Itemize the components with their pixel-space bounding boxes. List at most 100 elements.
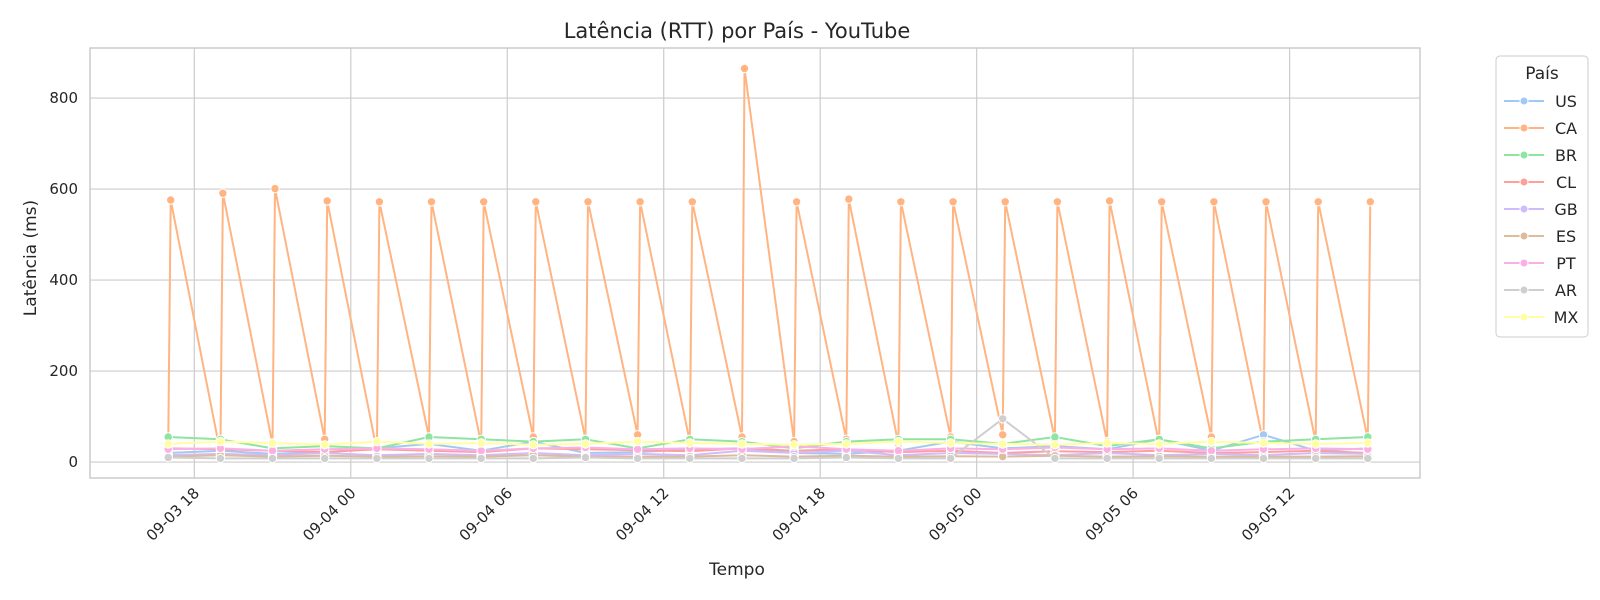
data-point-ca — [374, 197, 385, 207]
series-line-ca — [167, 67, 1372, 454]
data-point-mx — [685, 438, 695, 448]
legend-item-us: US — [1504, 92, 1577, 111]
data-point-ar — [1154, 453, 1164, 464]
legend-label-gb: GB — [1554, 200, 1577, 219]
legend-marker-mx — [1519, 312, 1529, 322]
legend-title: País — [1525, 64, 1559, 84]
data-point-mx — [580, 439, 591, 449]
data-point-pt — [1206, 446, 1217, 456]
data-point-ar — [632, 453, 643, 464]
data-point-ca — [583, 197, 593, 207]
y-tick-label: 0 — [68, 453, 78, 471]
data-point-ar — [580, 452, 591, 463]
data-point-pt — [267, 446, 278, 456]
y-tick-label: 800 — [49, 89, 78, 107]
legend-item-cl: CL — [1504, 173, 1576, 192]
data-point-ca — [531, 197, 541, 207]
data-point-mx — [893, 436, 904, 447]
legend-item-es: ES — [1504, 227, 1576, 246]
legend-items: US CA BR CL GB ES PT AR MX — [1504, 92, 1578, 327]
data-point-mx — [267, 438, 278, 448]
data-point-ar — [841, 452, 851, 463]
legend-marker-pt — [1519, 258, 1529, 268]
series-line-gb — [168, 449, 1368, 457]
data-point-ar — [893, 453, 904, 464]
data-point-ar — [372, 453, 382, 464]
legend-marker-gb — [1519, 204, 1529, 214]
series-line-mx — [168, 440, 1368, 446]
data-point-ca — [844, 194, 854, 204]
y-axis-label: Latência (ms) — [21, 200, 41, 316]
data-point-ar — [320, 453, 330, 464]
data-point-ar — [737, 453, 747, 464]
legend-label-br: BR — [1555, 146, 1577, 165]
data-point-ar — [215, 453, 226, 464]
data-point-ar — [998, 414, 1008, 424]
data-point-mx — [1102, 438, 1112, 448]
data-point-ca — [1052, 197, 1063, 207]
data-point-ar — [1102, 453, 1112, 464]
data-point-ca — [896, 197, 906, 207]
data-point-ar — [1311, 453, 1321, 464]
legend-marker-cl — [1519, 177, 1529, 187]
data-point-ar — [1206, 453, 1217, 464]
legend-item-gb: GB — [1504, 200, 1578, 219]
data-point-mx — [1258, 438, 1269, 448]
legend-label-pt: PT — [1556, 254, 1576, 273]
x-tick-label: 09-05 12 — [1238, 484, 1298, 544]
legend-marker-ca — [1519, 123, 1529, 133]
x-tick-label: 09-05 00 — [925, 484, 985, 544]
data-point-mx — [632, 436, 643, 447]
data-point-ar — [685, 453, 695, 464]
data-point-mx — [163, 439, 173, 449]
legend-marker-br — [1519, 150, 1529, 160]
data-point-ar — [1363, 453, 1373, 464]
data-point-mx — [215, 436, 226, 447]
x-tick-label: 09-04 00 — [299, 484, 359, 544]
legend-item-ar: AR — [1504, 281, 1577, 300]
data-point-ca — [322, 196, 332, 206]
data-point-mx — [1050, 440, 1060, 450]
legend-label-ar: AR — [1555, 281, 1577, 300]
legend-label-es: ES — [1556, 227, 1576, 246]
data-point-mx — [320, 440, 330, 450]
data-point-mx — [1311, 439, 1321, 449]
data-point-ca — [998, 430, 1008, 440]
data-point-ca — [739, 63, 750, 74]
series-layer — [163, 63, 1376, 464]
data-point-mx — [789, 440, 799, 450]
data-point-ar — [945, 453, 956, 464]
legend-label-cl: CL — [1556, 173, 1576, 192]
legend-item-ca: CA — [1504, 119, 1577, 138]
data-point-ar — [1050, 453, 1060, 464]
data-point-mx — [945, 438, 956, 448]
data-point-ca — [687, 197, 697, 207]
series-line-ar — [168, 417, 1368, 460]
data-point-ca — [426, 197, 437, 207]
data-point-ca — [1000, 197, 1010, 207]
legend-marker-ar — [1519, 285, 1529, 295]
legend: País US CA BR CL GB ES PT AR MX — [1495, 55, 1589, 338]
data-point-ca — [479, 197, 489, 207]
legend-label-us: US — [1555, 92, 1577, 111]
x-tick-label: 09-04 06 — [456, 484, 516, 544]
chart-title: Latência (RTT) por País - YouTube — [564, 19, 911, 43]
data-point-mx — [737, 439, 747, 449]
data-point-ar — [789, 453, 799, 464]
data-point-ca — [791, 197, 802, 207]
series-mx — [163, 436, 1373, 450]
data-point-mx — [476, 438, 486, 448]
data-point-ca — [948, 197, 958, 207]
y-tick-label: 200 — [49, 362, 78, 380]
data-point-mx — [528, 440, 538, 450]
y-tick-label: 400 — [49, 271, 78, 289]
x-axis-label: Tempo — [708, 560, 765, 580]
x-tick-label: 09-04 12 — [612, 484, 672, 544]
data-point-ca — [218, 188, 228, 198]
legend-marker-us — [1519, 96, 1529, 106]
legend-item-pt: PT — [1504, 254, 1576, 273]
plot-frame — [89, 47, 1421, 479]
data-point-ca — [1209, 197, 1219, 207]
